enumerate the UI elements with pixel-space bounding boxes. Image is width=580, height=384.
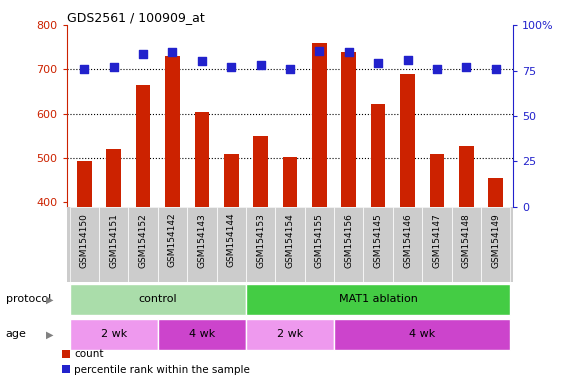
Bar [488,178,503,207]
Bar [106,149,121,207]
Text: GSM154145: GSM154145 [374,213,383,268]
Text: ▶: ▶ [46,295,53,305]
Point [285,66,295,72]
Bar [246,207,276,282]
Bar [304,207,334,282]
Bar [187,207,216,282]
Point [197,58,206,65]
Bar [158,319,246,350]
Text: MAT1 ablation: MAT1 ablation [339,295,418,305]
Bar [246,319,334,350]
Bar [165,56,180,207]
Text: GSM154154: GSM154154 [285,213,295,268]
Text: ▶: ▶ [46,329,53,339]
Text: GSM154146: GSM154146 [403,213,412,268]
Bar [194,112,209,207]
Point [344,49,353,55]
Text: 4 wk: 4 wk [188,329,215,339]
Bar [128,207,158,282]
Point [315,48,324,54]
Text: GDS2561 / 100909_at: GDS2561 / 100909_at [67,11,204,24]
Text: GSM154149: GSM154149 [491,213,500,268]
Bar [334,207,364,282]
Text: GSM154147: GSM154147 [433,213,441,268]
Bar [452,207,481,282]
Text: GSM154153: GSM154153 [256,213,265,268]
Text: GSM154150: GSM154150 [80,213,89,268]
Text: protocol: protocol [6,295,51,305]
Bar [70,284,246,315]
Legend: count, percentile rank within the sample: count, percentile rank within the sample [57,345,254,379]
Bar [481,207,510,282]
Bar [422,207,452,282]
Bar [136,85,150,207]
Bar [364,207,393,282]
Text: GSM154144: GSM154144 [227,213,235,268]
Point [79,66,89,72]
Point [109,64,118,70]
Text: 4 wk: 4 wk [409,329,436,339]
Bar [99,207,128,282]
Text: 2 wk: 2 wk [277,329,303,339]
Point [432,66,441,72]
Bar [216,207,246,282]
Bar [342,52,356,207]
Point [168,49,177,55]
Bar [334,319,510,350]
Text: GSM154143: GSM154143 [197,213,206,268]
Text: GSM154156: GSM154156 [345,213,353,268]
Point [256,62,265,68]
Point [227,64,236,70]
Text: control: control [139,295,177,305]
Bar [246,284,510,315]
Bar [282,157,298,207]
Text: GSM154155: GSM154155 [315,213,324,268]
Point [462,64,471,70]
Bar [312,43,327,207]
Bar [371,104,386,207]
Point [139,51,148,57]
Bar [70,207,99,282]
Text: GSM154142: GSM154142 [168,213,177,268]
Bar [276,207,304,282]
Bar [400,74,415,207]
Bar [430,154,444,207]
Point [491,66,501,72]
Bar [393,207,422,282]
Text: 2 wk: 2 wk [100,329,127,339]
Bar [77,161,92,207]
Bar [158,207,187,282]
Bar [224,154,238,207]
Text: age: age [6,329,27,339]
Text: GSM154152: GSM154152 [139,213,147,268]
Point [374,60,383,66]
Text: GSM154151: GSM154151 [109,213,118,268]
Text: GSM154148: GSM154148 [462,213,471,268]
Point [403,56,412,63]
Bar [459,146,474,207]
Bar [70,319,158,350]
Bar [253,136,268,207]
